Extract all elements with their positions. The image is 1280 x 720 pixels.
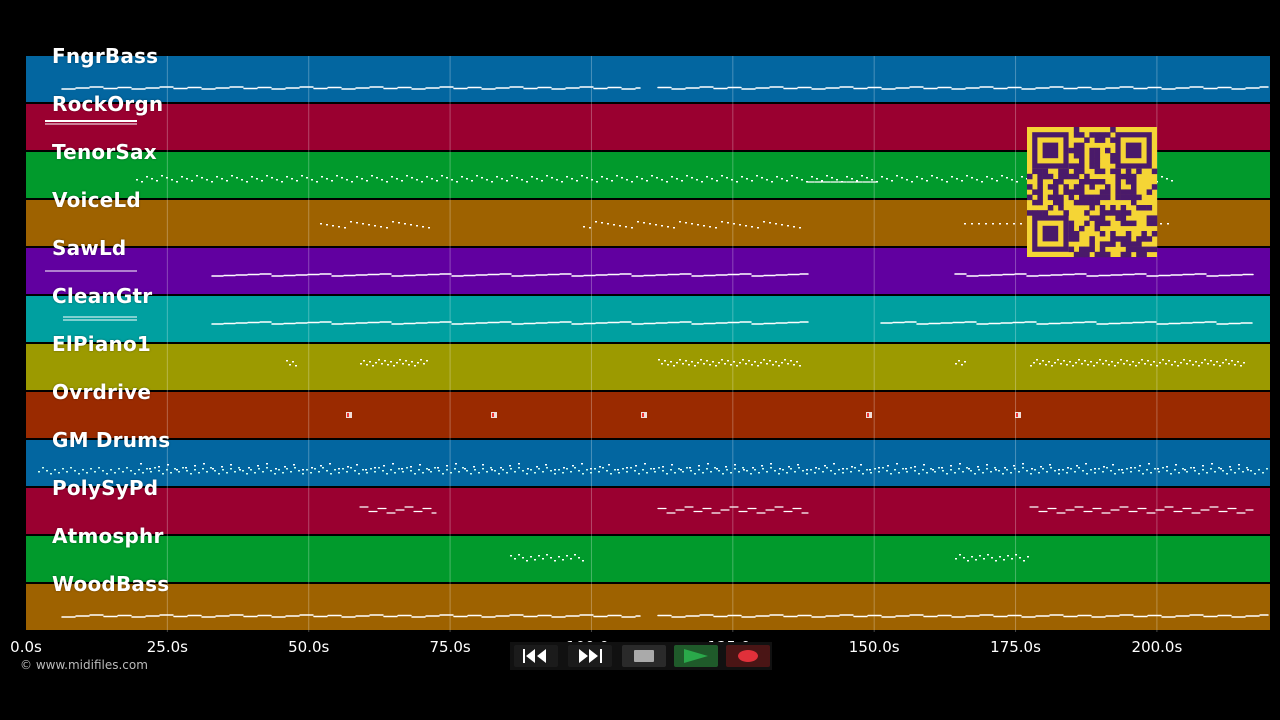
track-band [26, 584, 1270, 630]
track-label: RockOrgn [52, 92, 164, 116]
track-band [26, 296, 1270, 342]
play-icon [684, 649, 708, 663]
transport-controls [510, 642, 772, 670]
rewind-button[interactable] [514, 645, 558, 667]
record-icon [738, 650, 758, 662]
track-label: Ovrdrive [52, 380, 152, 404]
track-band [26, 56, 1270, 102]
stop-button[interactable] [622, 645, 666, 667]
track-band [26, 392, 1270, 438]
note-layer [38, 86, 1269, 618]
track-label: GM Drums [52, 428, 171, 452]
track-label: Atmosphr [52, 524, 164, 548]
stop-icon [634, 650, 654, 662]
track-label: SawLd [52, 236, 127, 260]
qr-code [1027, 127, 1158, 258]
fast-forward-icon [579, 649, 602, 663]
tick-label: 0.0s [10, 638, 42, 656]
tick-label: 200.0s [1131, 638, 1183, 656]
track-label: CleanGtr [52, 284, 153, 308]
record-button[interactable] [726, 645, 770, 667]
tick-label: 75.0s [429, 638, 471, 656]
track-label: VoiceLd [52, 188, 141, 212]
track-band [26, 536, 1270, 582]
track-label: PolySyPd [52, 476, 159, 500]
track-label: ElPiano1 [52, 332, 152, 356]
track-label: TenorSax [52, 140, 157, 164]
track-band [26, 344, 1270, 390]
tick-label: 50.0s [288, 638, 330, 656]
rewind-icon [523, 649, 546, 663]
track-band [26, 488, 1270, 534]
track-label: FngrBass [52, 44, 159, 68]
track-label: WoodBass [52, 572, 170, 596]
fast-forward-button[interactable] [568, 645, 612, 667]
track-band [26, 440, 1270, 486]
tick-label: 175.0s [990, 638, 1041, 656]
play-button[interactable] [674, 645, 718, 667]
tick-label: 25.0s [146, 638, 188, 656]
copyright-text: © www.midifiles.com [20, 658, 148, 672]
tick-label: 150.0s [848, 638, 900, 656]
